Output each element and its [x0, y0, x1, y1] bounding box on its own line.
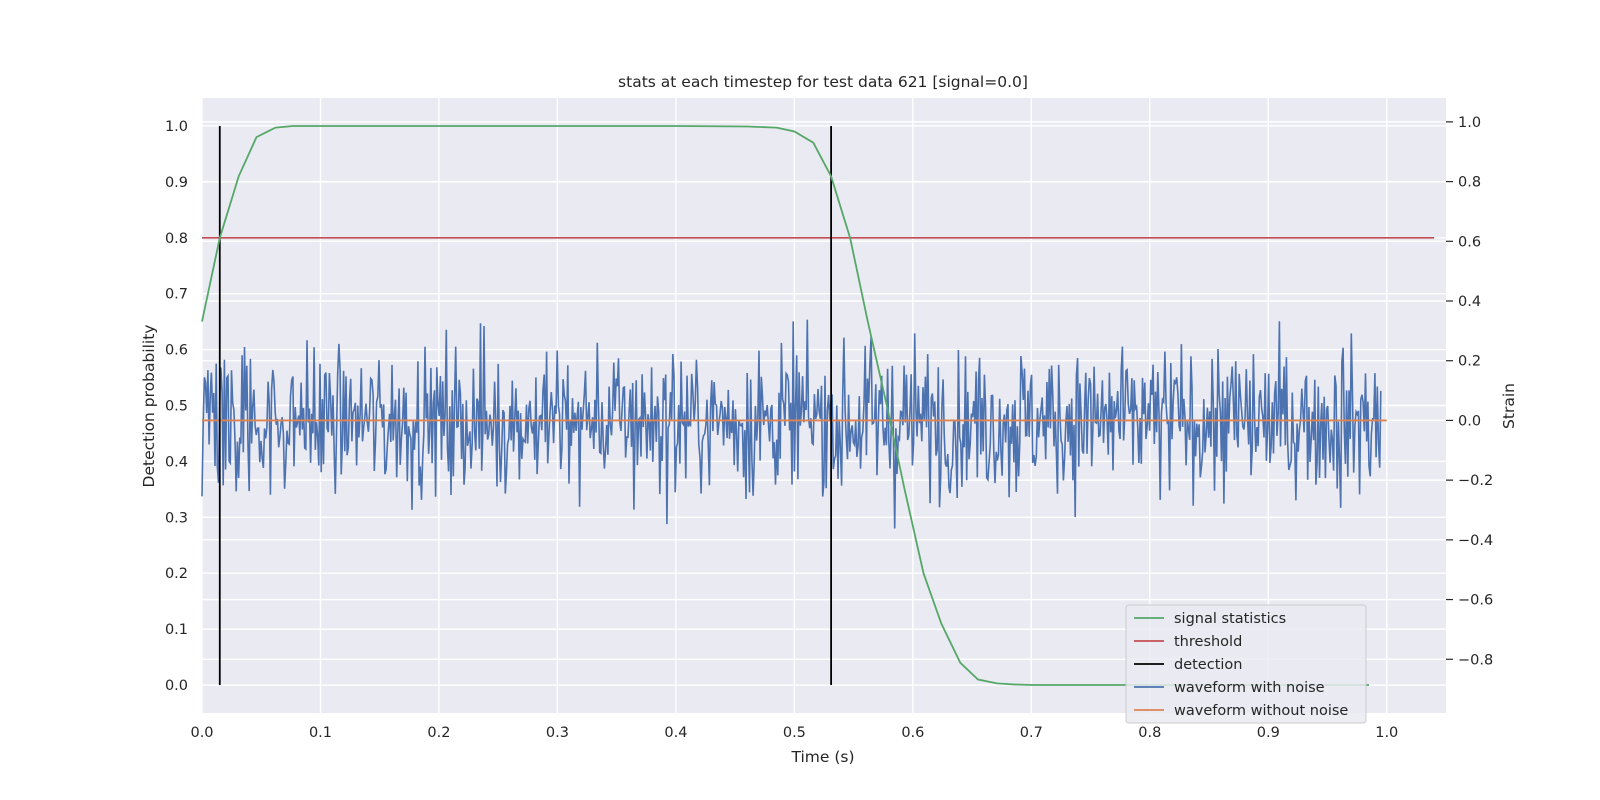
y-tick-label: 0.0 — [165, 678, 188, 694]
series-waveform-with-noise — [201, 319, 1382, 529]
legend-entry: waveform without noise — [1174, 703, 1348, 719]
y-tick-label: 0.6 — [165, 343, 188, 359]
legend-entry: detection — [1174, 657, 1242, 673]
series-signal-statistics — [201, 125, 1369, 686]
y2-axis-label: Strain — [1500, 383, 1518, 429]
y2-tick-label: −0.4 — [1458, 533, 1493, 549]
x-tick-label: 1.0 — [1375, 725, 1398, 741]
ticks-layer: 0.0 0.1 0.2 0.3 0.4 0.5 0.6 0.7 0.8 0.9 1.0 0.0 0.1 0… — [165, 115, 1493, 741]
y2-tick-label: 0.8 — [1458, 175, 1481, 191]
legend-entry: waveform with noise — [1174, 680, 1325, 696]
x-tick-label: 0.9 — [1257, 725, 1280, 741]
y2-tick-label: −0.6 — [1458, 593, 1493, 609]
legend-entry: threshold — [1174, 634, 1242, 650]
legend-box — [1125, 604, 1367, 724]
series-layer — [201, 125, 1435, 686]
x-tick-label: 0.7 — [1020, 725, 1043, 741]
x-tick-label: 0.2 — [427, 725, 450, 741]
y-tick-label: 0.4 — [165, 454, 188, 470]
x-axis-label: Time (s) — [790, 748, 854, 766]
y2-tick-label: 0.4 — [1458, 294, 1481, 310]
x-tick-label: 0.0 — [190, 725, 213, 741]
y2-tick-label: 0.2 — [1458, 354, 1481, 370]
y-tick-label: 0.7 — [165, 287, 188, 303]
y-tick-label: 0.8 — [165, 231, 188, 247]
x-tick-label: 0.5 — [783, 725, 806, 741]
y-tick-label: 0.1 — [165, 622, 188, 638]
y-tick-label: 0.2 — [165, 566, 188, 582]
x-tick-label: 0.8 — [1138, 725, 1161, 741]
x-tick-label: 0.3 — [546, 725, 569, 741]
x-tick-label: 0.4 — [664, 725, 687, 741]
y2-tick-label: 0.6 — [1458, 234, 1481, 250]
x-tick-label: 0.6 — [901, 725, 924, 741]
y-tick-label: 0.3 — [165, 510, 188, 526]
y-tick-label: 0.9 — [165, 175, 188, 191]
y-axis-label: Detection probability — [140, 325, 158, 488]
legend: signal statistics threshold detection wavef… — [1125, 604, 1367, 724]
y2-tick-label: −0.2 — [1458, 473, 1493, 489]
chart-title: stats at each timestep for test data 621… — [618, 73, 1028, 91]
legend-entry: signal statistics — [1174, 611, 1286, 627]
y-tick-label: 1.0 — [165, 119, 188, 135]
x-tick-label: 0.1 — [309, 725, 332, 741]
y2-tick-label: −0.8 — [1458, 652, 1493, 668]
y2-tick-label: 0.0 — [1458, 413, 1481, 429]
y-tick-label: 0.5 — [165, 399, 188, 415]
y2-tick-label: 1.0 — [1458, 115, 1481, 131]
